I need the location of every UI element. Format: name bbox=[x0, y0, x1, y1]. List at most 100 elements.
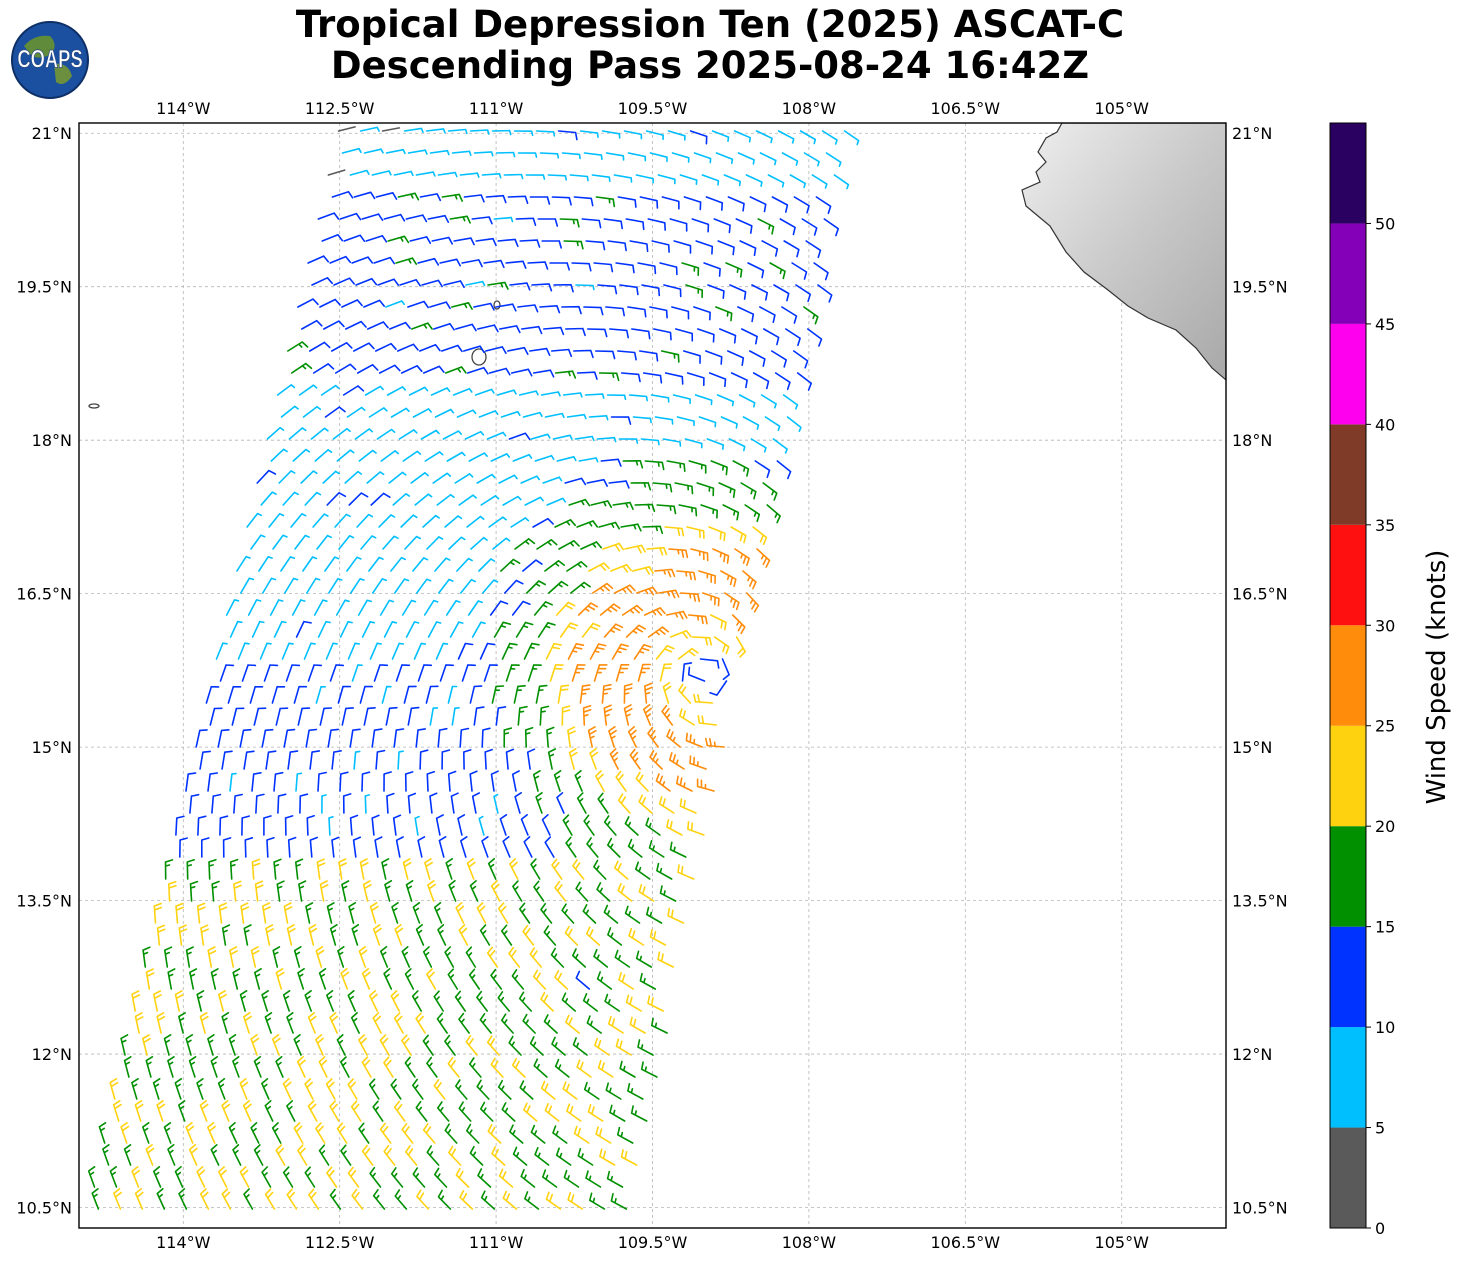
wind-barb bbox=[484, 748, 493, 770]
wind-barb bbox=[342, 793, 352, 814]
wind-barb bbox=[276, 384, 296, 396]
wind-barb bbox=[576, 371, 598, 380]
wind-barb bbox=[448, 1145, 462, 1166]
wind-barb bbox=[167, 1144, 176, 1166]
wind-barb bbox=[549, 262, 570, 271]
wind-barb bbox=[741, 328, 758, 345]
wind-barb bbox=[643, 607, 666, 616]
wind-barb bbox=[603, 815, 617, 836]
wind-barb bbox=[447, 968, 459, 990]
wind-barb bbox=[575, 970, 591, 990]
wind-barb bbox=[485, 194, 507, 204]
wind-barb bbox=[250, 1034, 260, 1056]
wind-barb bbox=[302, 556, 318, 572]
wind-barb bbox=[244, 837, 254, 858]
colorbar-bin bbox=[1330, 424, 1366, 525]
colorbar-tick-label: 20 bbox=[1375, 817, 1395, 836]
wind-barb bbox=[487, 858, 497, 880]
lon-label-bottom: 111°W bbox=[469, 1233, 524, 1252]
wind-barb bbox=[384, 880, 393, 902]
wind-barb bbox=[730, 372, 748, 389]
wind-barb bbox=[613, 174, 633, 183]
wind-barb bbox=[619, 284, 639, 296]
wind-barb bbox=[545, 1191, 562, 1210]
wind-barb bbox=[167, 1056, 175, 1078]
wind-barb bbox=[329, 924, 338, 946]
wind-barb bbox=[273, 620, 287, 638]
wind-barb bbox=[647, 726, 659, 748]
wind-barb bbox=[341, 707, 354, 726]
wind-barb bbox=[595, 770, 605, 792]
wind-barb bbox=[449, 621, 464, 638]
wind-barb bbox=[571, 262, 592, 272]
wind-barb bbox=[433, 323, 455, 331]
wind-barb bbox=[142, 1122, 150, 1144]
colorbar-bin bbox=[1330, 725, 1366, 827]
wind-barb bbox=[353, 191, 376, 200]
wind-barb bbox=[404, 1056, 416, 1078]
wind-barb bbox=[540, 902, 553, 924]
wind-barb bbox=[795, 284, 811, 303]
wind-barb bbox=[541, 240, 562, 249]
wind-barb bbox=[725, 262, 743, 278]
wind-barb bbox=[134, 1012, 144, 1034]
wind-barb bbox=[430, 387, 451, 396]
wind-barb bbox=[532, 770, 541, 792]
wind-barb bbox=[637, 1039, 654, 1056]
wind-barb bbox=[650, 394, 670, 403]
wind-barb bbox=[614, 860, 629, 880]
wind-barb bbox=[474, 388, 495, 396]
wind-barb bbox=[228, 1034, 237, 1056]
wind-barb bbox=[394, 1189, 408, 1210]
wind-barb bbox=[666, 728, 681, 748]
wind-barb bbox=[690, 548, 709, 562]
wind-barb bbox=[323, 320, 345, 330]
wind-barb bbox=[593, 262, 614, 273]
wind-barb bbox=[318, 1144, 330, 1166]
wind-barb bbox=[347, 642, 360, 660]
wind-barb bbox=[554, 370, 577, 379]
wind-barb bbox=[168, 880, 177, 902]
wind-barb bbox=[250, 1122, 260, 1144]
wind-barb bbox=[416, 1189, 430, 1210]
wind-barb bbox=[466, 515, 485, 528]
colorbar-tick-label: 45 bbox=[1375, 315, 1395, 334]
wind-barb bbox=[630, 482, 652, 491]
wind-barb bbox=[314, 449, 333, 462]
wind-barb bbox=[750, 438, 767, 453]
wind-barb bbox=[221, 1188, 232, 1210]
wind-barb bbox=[435, 642, 449, 660]
colorbar-tick-label: 35 bbox=[1375, 516, 1395, 535]
wind-barb bbox=[361, 621, 375, 638]
wind-barb bbox=[102, 1144, 110, 1166]
wind-barb bbox=[754, 460, 771, 479]
wind-barb bbox=[327, 728, 339, 748]
wind-barb bbox=[437, 1189, 452, 1210]
colorbar-bin bbox=[1330, 926, 1366, 1028]
wind-barb bbox=[585, 926, 601, 946]
wind-barb bbox=[415, 728, 426, 748]
wind-barb bbox=[546, 726, 555, 748]
wind-barb bbox=[240, 577, 255, 594]
wind-barb bbox=[409, 236, 432, 244]
wind-barb bbox=[455, 323, 477, 332]
wind-barb bbox=[189, 880, 199, 902]
wind-barb bbox=[441, 344, 463, 353]
wind-barb bbox=[789, 174, 806, 189]
wind-barb bbox=[411, 990, 422, 1012]
wind-barb bbox=[153, 990, 162, 1012]
wind-barb bbox=[589, 1192, 606, 1210]
wind-barb bbox=[569, 174, 589, 182]
wind-barb bbox=[347, 990, 356, 1012]
wind-barb bbox=[196, 902, 206, 924]
wind-barb bbox=[513, 130, 534, 137]
wind-barb bbox=[478, 815, 485, 836]
wind-barb bbox=[335, 599, 350, 616]
wind-barb bbox=[535, 130, 556, 137]
wind-barb bbox=[511, 770, 520, 792]
wind-barb bbox=[372, 924, 382, 946]
wind-barb bbox=[500, 410, 521, 418]
wind-barb bbox=[253, 1144, 264, 1166]
wind-barb bbox=[595, 350, 616, 360]
wind-barb bbox=[420, 429, 440, 440]
